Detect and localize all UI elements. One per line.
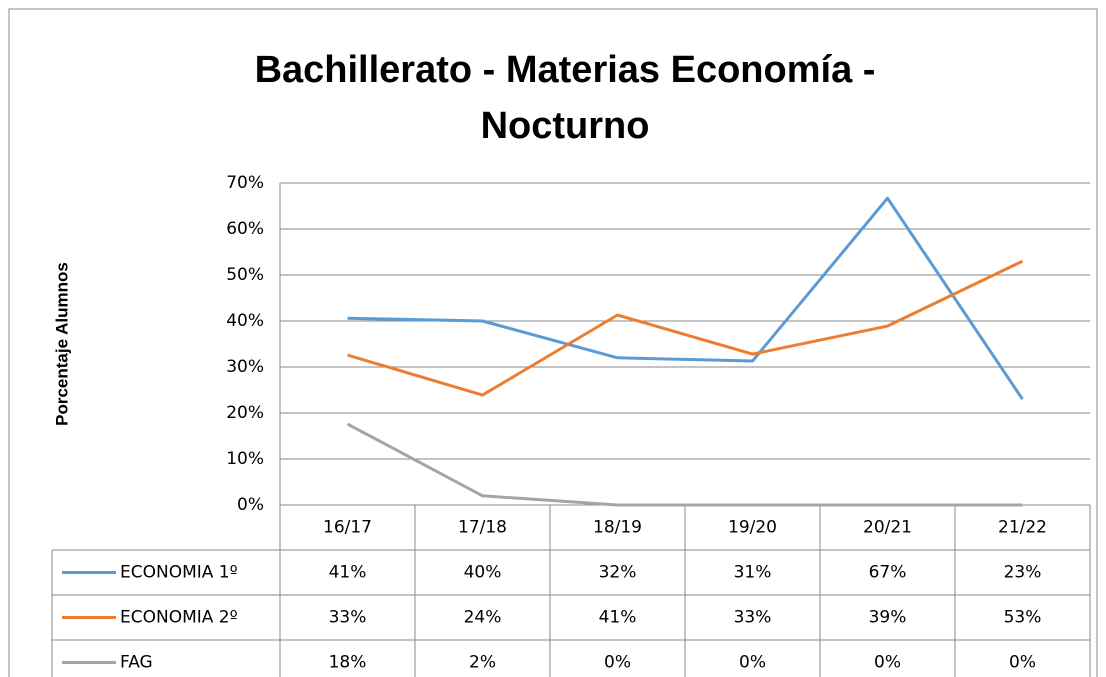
- y-tick-label: 0%: [237, 495, 264, 515]
- table-value: 0%: [739, 653, 766, 673]
- legend-label: ECONOMIA 2º: [120, 608, 238, 628]
- table-value: 31%: [734, 563, 772, 583]
- table-value: 2%: [469, 653, 496, 673]
- y-tick-label: 70%: [226, 173, 264, 193]
- x-tick-label: 16/17: [323, 518, 372, 538]
- x-tick-label: 19/20: [728, 518, 777, 538]
- table-value: 0%: [874, 653, 901, 673]
- table-value: 40%: [464, 563, 502, 583]
- table-value: 32%: [599, 563, 637, 583]
- x-tick-label: 17/18: [458, 518, 507, 538]
- table-value: 41%: [599, 608, 637, 628]
- y-tick-label: 30%: [226, 357, 264, 377]
- series-line: [346, 422, 1023, 507]
- y-tick-label: 40%: [226, 311, 264, 331]
- series-line: [347, 259, 1024, 397]
- y-tick-label: 10%: [226, 449, 264, 469]
- table-value: 53%: [1004, 608, 1042, 628]
- table-value: 23%: [1004, 563, 1042, 583]
- y-axis-title: Porcentaje Alumnos: [52, 262, 71, 426]
- table-value: 41%: [329, 563, 367, 583]
- x-tick-label: 21/22: [998, 518, 1047, 538]
- chart-subtitle: Nocturno: [481, 105, 650, 147]
- table-value: 0%: [1009, 653, 1036, 673]
- table-value: 33%: [329, 608, 367, 628]
- y-tick-label: 20%: [226, 403, 264, 423]
- table-value: 18%: [329, 653, 367, 673]
- table-value: 24%: [464, 608, 502, 628]
- table-value: 0%: [604, 653, 631, 673]
- table-value: 67%: [869, 563, 907, 583]
- series-line: [347, 196, 1024, 401]
- chart-title: Bachillerato - Materias Economía -: [255, 49, 876, 91]
- chart-frame: [8, 8, 1098, 677]
- table-value: 33%: [734, 608, 772, 628]
- legend-label: ECONOMIA 1º: [120, 563, 238, 583]
- legend-label: FAG: [120, 653, 153, 673]
- x-tick-label: 20/21: [863, 518, 912, 538]
- table-value: 39%: [869, 608, 907, 628]
- x-tick-label: 18/19: [593, 518, 642, 538]
- y-tick-label: 50%: [226, 265, 264, 285]
- y-tick-label: 60%: [226, 219, 264, 239]
